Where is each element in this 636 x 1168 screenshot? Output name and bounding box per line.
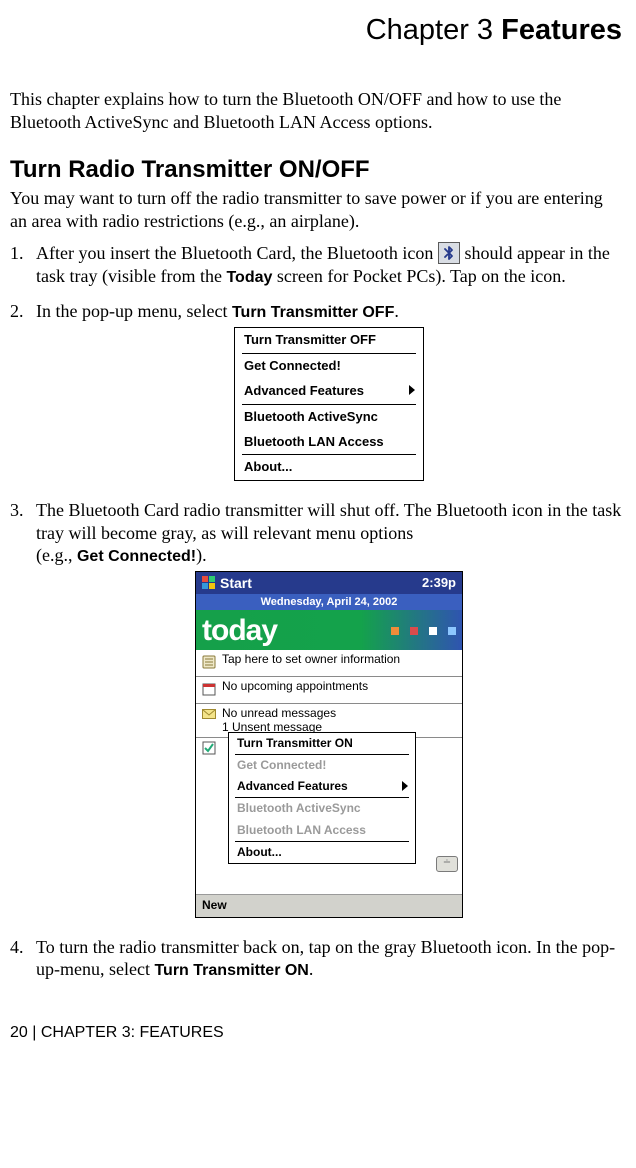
chapter-title: Chapter 3 Features bbox=[10, 12, 622, 48]
today-squares bbox=[385, 620, 456, 640]
menu1-get[interactable]: Get Connected! bbox=[235, 354, 423, 379]
step-4-text-b: . bbox=[309, 959, 314, 979]
menu2-async: Bluetooth ActiveSync bbox=[229, 798, 415, 819]
date-band: Wednesday, April 24, 2002 bbox=[196, 594, 462, 610]
chapter-name: Features bbox=[501, 14, 622, 46]
menu1-lan[interactable]: Bluetooth LAN Access bbox=[235, 430, 423, 455]
menu2-get: Get Connected! bbox=[229, 755, 415, 776]
menu1-async[interactable]: Bluetooth ActiveSync bbox=[235, 405, 423, 430]
bluetooth-icon bbox=[438, 242, 460, 264]
popup-menu-figure-1: Turn Transmitter OFF Get Connected! Adva… bbox=[234, 327, 424, 482]
today-screen-figure: Start 2:39p Wednesday, April 24, 2002 to… bbox=[195, 571, 463, 917]
step-1-text-c: screen for Pocket PCs). Tap on the icon. bbox=[272, 266, 565, 286]
row-appt[interactable]: No upcoming appointments bbox=[196, 677, 462, 704]
start-label[interactable]: Start bbox=[220, 576, 422, 591]
step-3-suffix: ). bbox=[196, 545, 207, 565]
footer-sep: | bbox=[28, 1024, 41, 1041]
step-2-bold: Turn Transmitter OFF bbox=[232, 304, 394, 321]
row-tasks[interactable]: Turn Transmitter ON Get Connected! Advan… bbox=[196, 738, 462, 894]
menu1-off[interactable]: Turn Transmitter OFF bbox=[235, 328, 423, 353]
step-4: To turn the radio transmitter back on, t… bbox=[10, 936, 622, 982]
step-2: In the pop-up menu, select Turn Transmit… bbox=[10, 300, 622, 482]
row-msg-text: No unread messages 1 Unsent message bbox=[222, 707, 456, 733]
step-3: The Bluetooth Card radio transmitter wil… bbox=[10, 499, 622, 917]
sq4 bbox=[448, 627, 456, 635]
row-appt-text: No upcoming appointments bbox=[222, 680, 456, 693]
sq2 bbox=[410, 627, 418, 635]
row-owner[interactable]: Tap here to set owner information bbox=[196, 650, 462, 677]
menu1-adv[interactable]: Advanced Features bbox=[235, 379, 423, 404]
tray-bluetooth-gray-icon[interactable]: ∸ bbox=[436, 856, 458, 872]
page-number: 20 bbox=[10, 1024, 28, 1041]
chapter-prefix: Chapter 3 bbox=[366, 14, 501, 46]
step-3-bold: Get Connected! bbox=[77, 548, 196, 565]
menu2-adv-label: Advanced Features bbox=[237, 779, 348, 793]
mail-icon bbox=[200, 707, 218, 721]
page-footer: 20 | CHAPTER 3: FEATURES bbox=[10, 1023, 622, 1043]
step-1-text-a: After you insert the Bluetooth Card, the… bbox=[36, 243, 438, 263]
sq1 bbox=[391, 627, 399, 635]
submenu-arrow-icon bbox=[402, 781, 408, 791]
tasks-icon bbox=[200, 741, 218, 755]
today-rows: Tap here to set owner information No upc… bbox=[196, 650, 462, 893]
menu2-lan: Bluetooth LAN Access bbox=[229, 820, 415, 841]
section-heading: Turn Radio Transmitter ON/OFF bbox=[10, 155, 622, 185]
sq3 bbox=[429, 627, 437, 635]
menu1-about[interactable]: About... bbox=[235, 455, 423, 480]
submenu-arrow-icon bbox=[409, 385, 415, 395]
row-owner-text: Tap here to set owner information bbox=[222, 653, 456, 666]
title-bar: Start 2:39p bbox=[196, 572, 462, 594]
today-word: today bbox=[202, 614, 385, 647]
chapter-intro: This chapter explains how to turn the Bl… bbox=[10, 88, 622, 133]
step-3-prefix: (e.g., bbox=[36, 545, 77, 565]
step-4-text-a: To turn the radio transmitter back on, t… bbox=[36, 937, 615, 980]
owner-icon bbox=[200, 653, 218, 669]
step-2-text-b: . bbox=[394, 301, 399, 321]
step-3-text: The Bluetooth Card radio transmitter wil… bbox=[36, 500, 621, 543]
menu2-about[interactable]: About... bbox=[229, 842, 415, 863]
step-2-text-a: In the pop-up menu, select bbox=[36, 301, 232, 321]
menu2-adv[interactable]: Advanced Features bbox=[229, 776, 415, 797]
command-bar: New bbox=[196, 894, 462, 917]
today-band: today bbox=[196, 610, 462, 650]
windows-icon[interactable] bbox=[202, 576, 216, 590]
menu1-adv-label: Advanced Features bbox=[244, 383, 364, 398]
popup-menu-figure-2: Turn Transmitter ON Get Connected! Advan… bbox=[228, 732, 416, 864]
section-intro: You may want to turn off the radio trans… bbox=[10, 187, 622, 232]
new-button[interactable]: New bbox=[202, 899, 227, 912]
step-1-today: Today bbox=[226, 269, 272, 286]
calendar-icon bbox=[200, 680, 218, 696]
step-1: After you insert the Bluetooth Card, the… bbox=[10, 242, 622, 288]
clock: 2:39p bbox=[422, 576, 456, 590]
steps-list: After you insert the Bluetooth Card, the… bbox=[10, 242, 622, 981]
footer-text: CHAPTER 3: FEATURES bbox=[41, 1024, 224, 1041]
step-4-bold: Turn Transmitter ON bbox=[154, 962, 308, 979]
row-msg1: No unread messages bbox=[222, 706, 336, 720]
menu2-on[interactable]: Turn Transmitter ON bbox=[229, 733, 415, 754]
